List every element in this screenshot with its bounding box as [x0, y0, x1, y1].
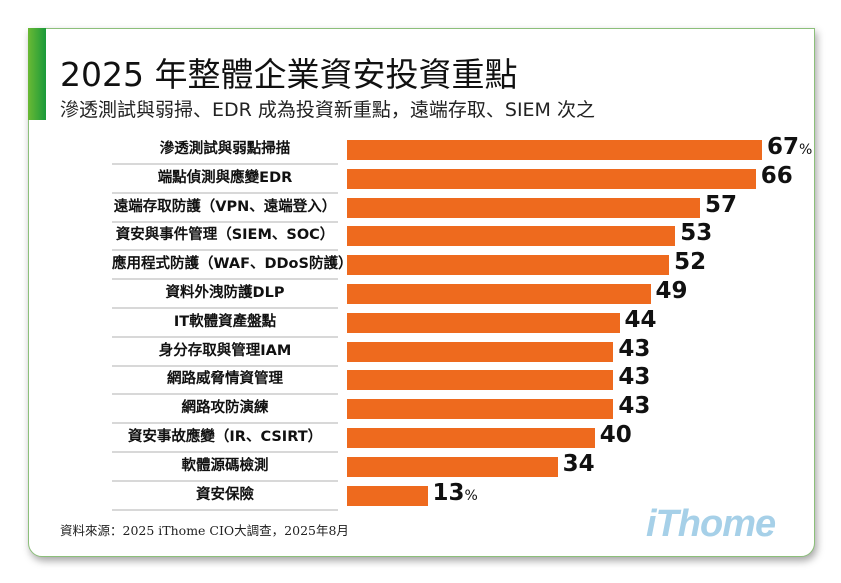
chart-title: 2025 年整體企業資安投資重點 — [60, 55, 518, 94]
source-note: 資料來源：2025 iThome CIO大調查，2025年8月 — [60, 523, 349, 538]
bar-row: 軟體源碼檢測 34 — [112, 451, 832, 482]
category-label: 網路攻防演練 — [112, 395, 338, 425]
value-number: 52 — [674, 249, 707, 276]
value-number: 66 — [760, 162, 793, 189]
value-label: 57 — [705, 192, 737, 218]
bar — [347, 226, 676, 247]
value-number: 49 — [655, 278, 688, 304]
value-number: 43 — [618, 335, 651, 362]
category-label: 應用程式防護（WAF、DDoS防護） — [112, 251, 352, 281]
value-label: 43 — [618, 364, 650, 390]
value-number: 34 — [562, 450, 595, 477]
bar — [347, 428, 595, 448]
value-number: 43 — [618, 364, 651, 391]
bar-row: 遠端存取防護（VPN、遠端登入） 57 — [112, 192, 832, 223]
percent-unit: % — [799, 142, 813, 158]
bar — [347, 399, 614, 420]
bar — [347, 370, 614, 391]
category-label: 資料外洩防護DLP — [112, 280, 338, 309]
value-label: 40 — [600, 422, 632, 448]
bar-row: 資安保險 13% — [112, 480, 832, 511]
value-number: 67 — [767, 134, 800, 160]
bar — [347, 456, 558, 477]
percent-unit: % — [464, 487, 478, 504]
bar-row: 滲透測試與弱點掃描 67% — [112, 134, 832, 165]
category-label: 身分存取與管理IAM — [112, 338, 338, 367]
bar-row: 身分存取與管理IAM 43 — [112, 336, 832, 367]
bar-row: IT軟體資產盤點 44 — [112, 307, 832, 338]
bar-row: 網路威脅情資管理 43 — [112, 364, 832, 396]
category-label: 資安事故應變（IR、CSIRT） — [112, 424, 338, 453]
value-label: 53 — [680, 220, 712, 246]
category-label: 滲透測試與弱點掃描 — [112, 136, 338, 165]
value-number: 43 — [618, 393, 651, 420]
value-label: 43 — [618, 336, 650, 362]
value-label: 44 — [625, 307, 657, 333]
bar — [347, 140, 762, 160]
bar — [347, 284, 651, 304]
bar-row: 應用程式防護（WAF、DDoS防護） 52 — [112, 249, 832, 281]
bar-row: 網路攻防演練 43 — [112, 393, 832, 425]
value-label: 43 — [618, 393, 650, 419]
value-number: 40 — [599, 422, 632, 448]
category-label: 軟體源碼檢測 — [112, 453, 338, 482]
category-label: 遠端存取防護（VPN、遠端登入） — [112, 194, 338, 223]
value-label: 34 — [563, 451, 595, 477]
bar — [347, 255, 670, 276]
bar-row: 端點偵測與應變EDR 66 — [112, 163, 832, 194]
value-number: 13 — [432, 479, 465, 506]
category-label: 資安與事件管理（SIEM、SOC） — [112, 222, 338, 252]
value-label: 49 — [656, 278, 688, 304]
bar-row: 資料外洩防護DLP 49 — [112, 278, 832, 309]
value-label: 67% — [767, 134, 812, 160]
accent-bar — [28, 28, 46, 120]
bar-row: 資安事故應變（IR、CSIRT） 40 — [112, 422, 832, 453]
category-label: 資安保險 — [112, 482, 338, 511]
bar — [347, 312, 620, 333]
bar — [347, 168, 756, 189]
category-label: IT軟體資產盤點 — [112, 309, 338, 338]
category-label: 網路威脅情資管理 — [112, 366, 338, 396]
value-label: 13% — [433, 480, 478, 506]
category-label: 端點偵測與應變EDR — [112, 165, 338, 194]
value-number: 44 — [624, 306, 657, 333]
ithome-logo: iThome — [646, 503, 776, 545]
value-number: 53 — [680, 220, 713, 247]
value-number: 57 — [705, 191, 738, 218]
bar — [347, 197, 701, 218]
chart-subtitle: 滲透測試與弱掃、EDR 成為投資新重點，遠端存取、SIEM 次之 — [60, 99, 595, 121]
bar — [347, 341, 614, 362]
bar — [347, 485, 428, 506]
value-label: 66 — [761, 163, 793, 189]
bar-row: 資安與事件管理（SIEM、SOC） 53 — [112, 220, 832, 252]
value-label: 52 — [674, 249, 706, 275]
